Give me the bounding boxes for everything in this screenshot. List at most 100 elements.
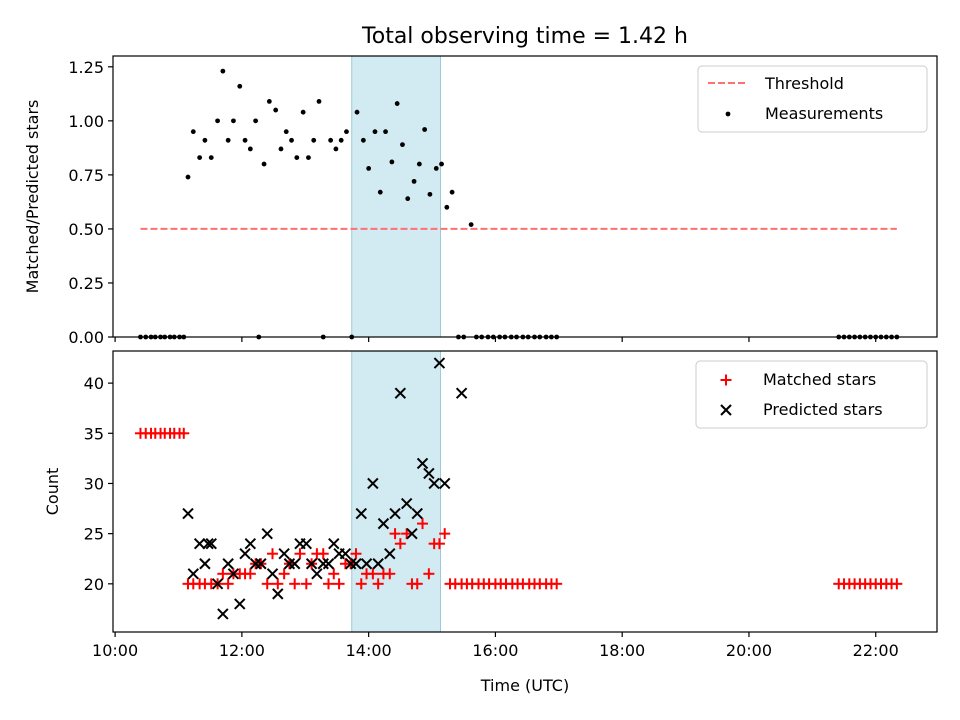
predicted-stars-series: [182, 357, 468, 620]
x-tick-label: 10:00: [92, 641, 138, 660]
measurement-point: [190, 129, 196, 135]
predicted-star-point: [416, 457, 429, 470]
predicted-star-point: [355, 507, 367, 520]
matched-star-point: [355, 578, 367, 590]
measurement-point: [306, 155, 311, 160]
y-tick-label: 35: [84, 424, 104, 443]
matched-star-point: [401, 528, 413, 540]
predicted-star-point: [187, 568, 199, 580]
y-tick-label: 40: [84, 374, 104, 393]
matched-star-point: [433, 538, 445, 550]
measurement-point: [220, 68, 226, 74]
measurement-point: [242, 137, 248, 143]
matched-star-point: [244, 568, 256, 580]
matched-star-point: [272, 578, 284, 590]
y-tick-label: 20: [84, 575, 104, 594]
measurement-point: [266, 98, 272, 104]
legend-measurements-swatch: [725, 111, 731, 117]
predicted-star-point: [384, 548, 396, 560]
predicted-star-point: [227, 568, 240, 580]
legend-predicted-label: Predicted stars: [763, 400, 883, 419]
measurement-point: [439, 161, 444, 167]
predicted-star-point: [217, 608, 229, 620]
observing-span-bottom: [351, 350, 441, 633]
count-y-axis-label: Count: [43, 468, 62, 516]
x-tick-label: 12:00: [219, 641, 265, 660]
measurement-point: [405, 196, 411, 202]
predicted-star-point: [394, 387, 407, 399]
predicted-star-point: [261, 527, 273, 540]
measurement-point: [247, 146, 253, 152]
count-panel: 20 25 30 35 40 10:00 12:00 14:00 16:00 18:00 20:0…: [43, 350, 938, 695]
measurement-point: [394, 101, 400, 106]
predicted-star-point: [433, 357, 446, 369]
matched-star-point: [411, 578, 423, 590]
y-tick-label: 25: [84, 525, 104, 544]
measurement-point: [416, 161, 422, 167]
measurement-point: [338, 137, 344, 143]
measurement-point: [389, 159, 395, 165]
predicted-star-point: [406, 527, 418, 540]
measurement-point: [253, 118, 259, 124]
x-tick-label: 16:00: [472, 641, 518, 660]
measurement-point: [468, 222, 474, 228]
matched-star-point: [317, 548, 329, 560]
predicted-star-point: [272, 588, 284, 600]
predicted-star-point: [222, 558, 234, 570]
legend-box: [697, 65, 928, 133]
legend-matched-label: Matched stars: [763, 370, 876, 389]
matched-star-point: [178, 427, 190, 439]
predicted-star-point: [428, 477, 440, 490]
measurement-point: [449, 189, 455, 195]
matched-star-point: [300, 578, 312, 590]
matched-star-point: [222, 578, 234, 590]
predicted-star-point: [339, 548, 352, 560]
predicted-star-point: [202, 537, 214, 550]
measurement-point: [372, 129, 378, 135]
x-tick-label: 14:00: [346, 641, 392, 660]
measurement-point: [185, 174, 191, 180]
observing-span-top: [351, 55, 441, 338]
predicted-star-point: [300, 537, 313, 550]
matched-star-point: [367, 568, 379, 580]
predicted-star-point: [328, 537, 340, 550]
measurement-point: [377, 189, 383, 195]
matched-star-point: [350, 548, 362, 560]
predicted-star-point: [193, 537, 206, 550]
matched-star-point: [417, 518, 429, 530]
measurement-point: [300, 109, 306, 115]
measurement-point: [283, 129, 289, 135]
ratio-y-axis: 0.00 0.25 0.50 0.75 1.00 1.25: [68, 58, 113, 347]
measurement-point: [316, 98, 322, 104]
measurement-point: [333, 146, 339, 152]
matched-star-point: [394, 538, 406, 550]
predicted-star-point: [411, 507, 423, 520]
measurement-point: [411, 178, 417, 184]
ratio-plot-frame: [112, 55, 938, 338]
predicted-star-point: [322, 558, 335, 570]
measurement-point: [433, 166, 439, 171]
predicted-star-point: [266, 568, 279, 580]
measurement-point: [231, 118, 236, 124]
measurement-point: [366, 166, 372, 171]
matched-star-point: [423, 568, 435, 580]
predicted-star-point: [182, 507, 194, 520]
predicted-star-point: [372, 558, 384, 570]
matched-star-point: [333, 578, 345, 590]
predicted-star-point: [360, 558, 373, 570]
matched-star-point: [328, 568, 340, 580]
y-tick-label: 30: [84, 474, 104, 493]
predicted-star-point: [367, 477, 379, 490]
legend-matched-swatch: [720, 374, 732, 386]
matched-star-point: [384, 568, 396, 580]
matched-star-point: [294, 548, 306, 560]
matched-star-point: [217, 568, 229, 580]
matched-star-point: [372, 578, 384, 590]
legend-predicted-swatch: [720, 404, 732, 416]
x-tick-label: 18:00: [599, 641, 645, 660]
predicted-star-point: [455, 387, 468, 399]
predicted-star-point: [199, 558, 211, 570]
measurement-point: [208, 155, 214, 160]
y-tick-label: 1.00: [68, 112, 104, 131]
